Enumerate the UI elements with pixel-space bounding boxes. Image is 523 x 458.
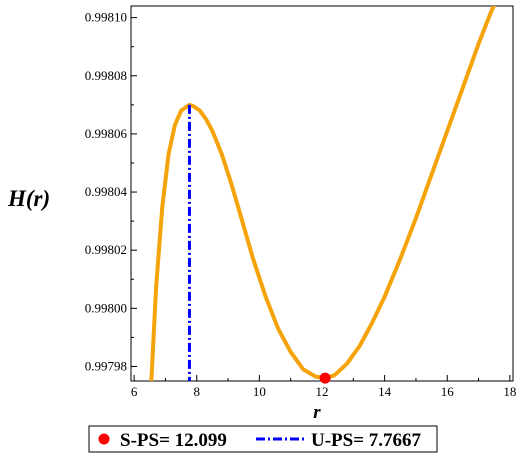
legend-u-ps-label: U-PS= 7.7667: [311, 430, 422, 451]
x-tick-label: 12: [316, 384, 329, 399]
x-tick-label: 18: [503, 384, 516, 399]
y-tick-label: 0.99802: [85, 242, 127, 257]
x-axis-title: r: [313, 402, 321, 423]
x-tick-label: 16: [441, 384, 455, 399]
y-axis-title: H(r): [7, 186, 50, 211]
y-tick-label: 0.99804: [85, 184, 128, 199]
x-tick-label: 6: [131, 384, 138, 399]
legend: S-PS= 12.099 U-PS= 7.7667: [88, 425, 438, 453]
x-tick-label: 14: [378, 384, 392, 399]
x-tick-label: 10: [253, 384, 266, 399]
y-tick-label: 0.99800: [85, 300, 127, 315]
y-tick-label: 0.99808: [85, 68, 127, 83]
s-ps-point: [319, 372, 331, 384]
y-tick-label: 0.99810: [85, 10, 127, 25]
legend-s-ps-marker: [98, 433, 110, 445]
series-line-h-r: [149, 6, 497, 381]
legend-s-ps-label: S-PS= 12.099: [120, 430, 227, 451]
x-ticks: 6 8 10 12 14 16 18: [131, 375, 516, 399]
y-tick-label: 0.99806: [85, 126, 128, 141]
axes: 6 8 10 12 14 16 18 0.99798 0.99800 0.99802 0.9980…: [85, 5, 516, 399]
y-ticks: 0.99798 0.99800 0.99802 0.99804 0.99806 0.998…: [85, 10, 137, 373]
y-tick-label: 0.99798: [85, 358, 127, 373]
x-tick-label: 8: [194, 384, 201, 399]
legend-box: [88, 425, 438, 453]
plot-area: [149, 6, 497, 384]
